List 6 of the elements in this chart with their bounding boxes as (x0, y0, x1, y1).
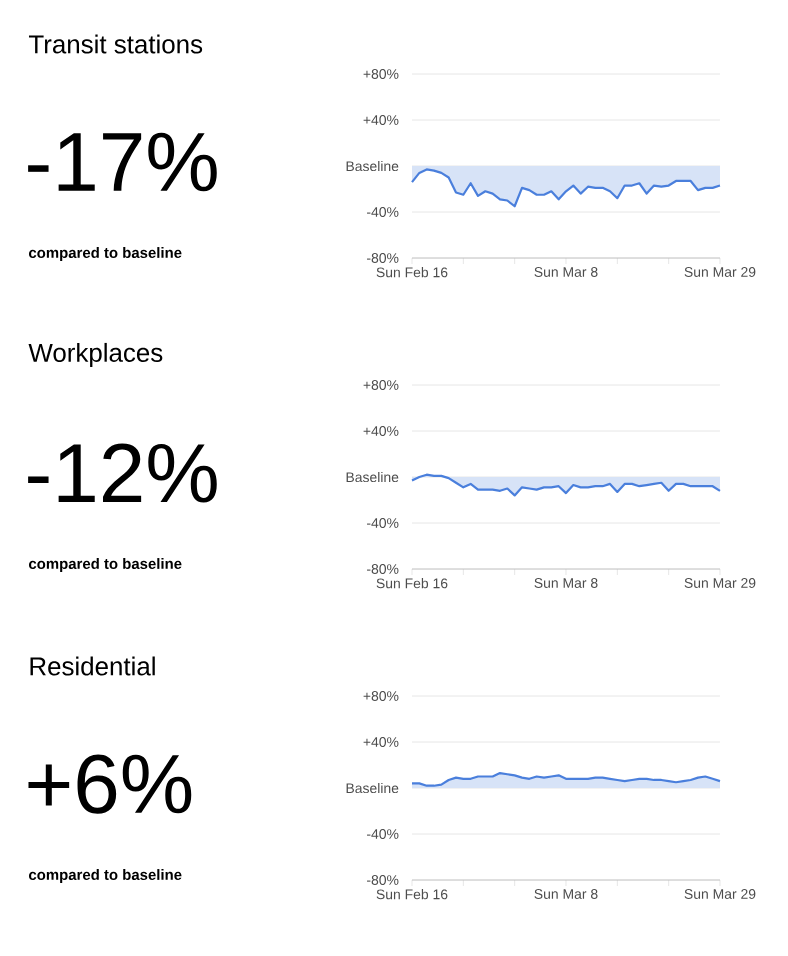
text: Workplaces (28, 342, 163, 368)
text: Residential (30, 656, 155, 676)
text: -17% (28, 132, 217, 192)
text: +6% (28, 754, 192, 814)
text: Transit stations (28, 34, 203, 54)
text: -12% (28, 443, 217, 503)
